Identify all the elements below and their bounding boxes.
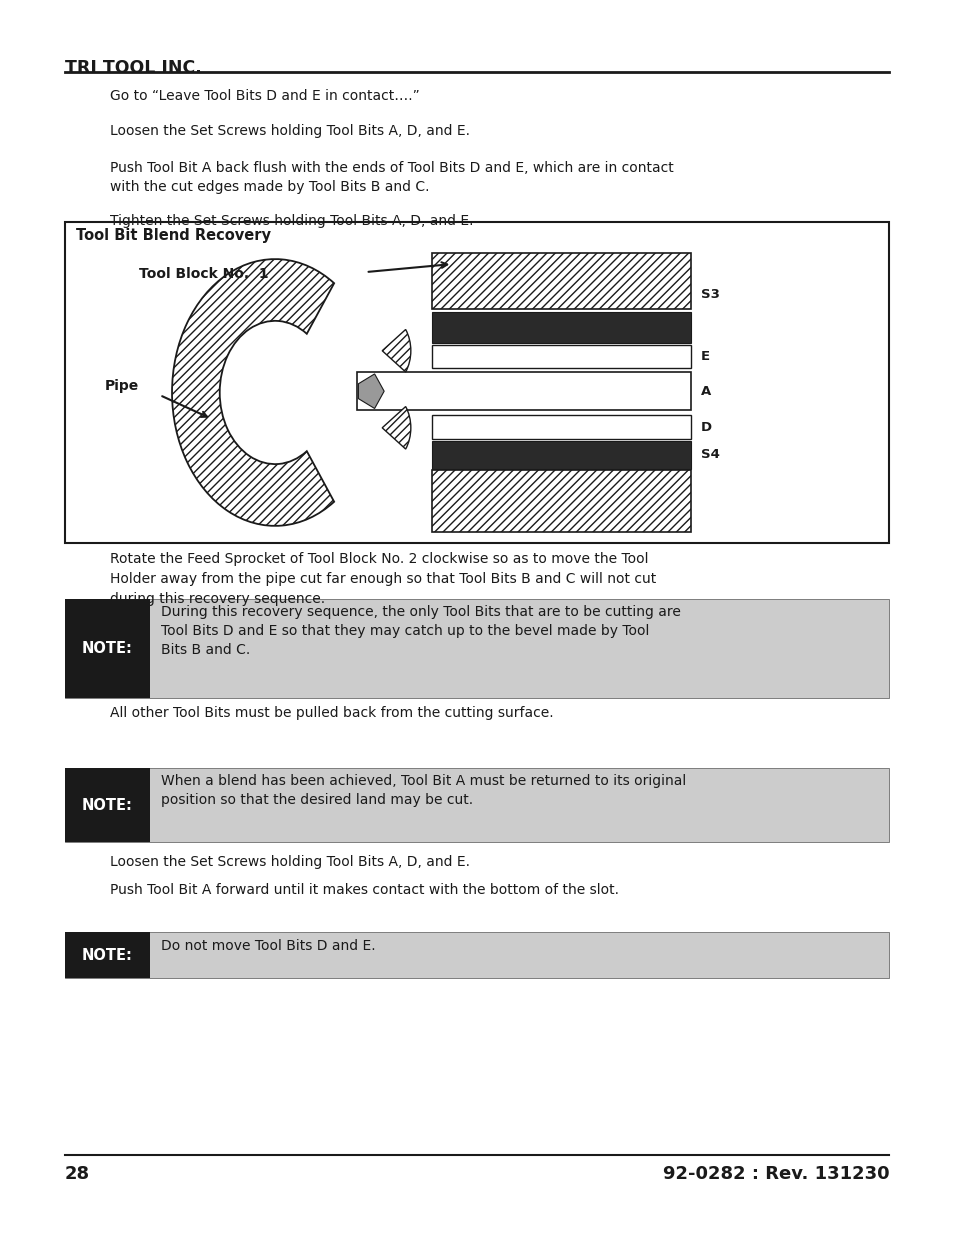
Bar (431, 312, 691, 342)
Bar (357, 372, 691, 410)
Bar (65, 768, 888, 842)
Text: S4: S4 (700, 448, 719, 462)
Bar (65, 599, 888, 698)
Text: Do not move Tool Bits D and E.: Do not move Tool Bits D and E. (161, 939, 375, 952)
Text: Tool Block No.  1: Tool Block No. 1 (139, 267, 269, 280)
Wedge shape (382, 330, 411, 372)
Text: A: A (700, 384, 710, 398)
Text: NOTE:: NOTE: (82, 641, 132, 656)
Bar (431, 415, 691, 438)
Bar (431, 469, 691, 532)
Text: Loosen the Set Screws holding Tool Bits A, D, and E.: Loosen the Set Screws holding Tool Bits … (110, 124, 469, 137)
Text: Pipe: Pipe (104, 379, 138, 393)
Bar (431, 253, 691, 309)
Bar (65, 599, 150, 698)
Bar (65, 222, 888, 543)
Polygon shape (358, 374, 384, 409)
Bar (65, 932, 888, 978)
Text: Push Tool Bit A back flush with the ends of Tool Bits D and E, which are in cont: Push Tool Bit A back flush with the ends… (110, 161, 673, 174)
Text: Loosen the Set Screws holding Tool Bits A, D, and E.: Loosen the Set Screws holding Tool Bits … (110, 855, 469, 868)
Text: D: D (700, 421, 711, 433)
Bar (431, 345, 691, 368)
Text: NOTE:: NOTE: (82, 947, 132, 963)
Text: All other Tool Bits must be pulled back from the cutting surface.: All other Tool Bits must be pulled back … (110, 706, 553, 720)
Text: 92-0282 : Rev. 131230: 92-0282 : Rev. 131230 (661, 1165, 888, 1183)
Text: 28: 28 (65, 1165, 90, 1183)
Bar (431, 441, 691, 468)
Text: S3: S3 (700, 289, 719, 301)
Text: TRI TOOL INC.: TRI TOOL INC. (65, 59, 201, 78)
Text: NOTE:: NOTE: (82, 798, 132, 813)
Text: Go to “Leave Tool Bits D and E in contact….”: Go to “Leave Tool Bits D and E in contac… (110, 89, 419, 103)
Bar (65, 768, 150, 842)
Text: Tool Bit Blend Recovery: Tool Bit Blend Recovery (76, 228, 271, 243)
Text: Push Tool Bit A forward until it makes contact with the bottom of the slot.: Push Tool Bit A forward until it makes c… (110, 883, 618, 897)
Bar (65, 932, 150, 978)
Text: Tighten the Set Screws holding Tool Bits A, D, and E.: Tighten the Set Screws holding Tool Bits… (110, 214, 473, 227)
Text: during this recovery sequence.: during this recovery sequence. (110, 592, 324, 605)
Text: When a blend has been achieved, Tool Bit A must be returned to its original
posi: When a blend has been achieved, Tool Bit… (161, 774, 686, 808)
Wedge shape (382, 406, 411, 450)
Text: Rotate the Feed Sprocket of Tool Block No. 2 clockwise so as to move the Tool: Rotate the Feed Sprocket of Tool Block N… (110, 552, 647, 566)
Text: E: E (700, 350, 709, 363)
Text: Holder away from the pipe cut far enough so that Tool Bits B and C will not cut: Holder away from the pipe cut far enough… (110, 572, 656, 585)
Text: During this recovery sequence, the only Tool Bits that are to be cutting are
Too: During this recovery sequence, the only … (161, 605, 680, 657)
Text: with the cut edges made by Tool Bits B and C.: with the cut edges made by Tool Bits B a… (110, 180, 429, 194)
Wedge shape (172, 259, 334, 526)
